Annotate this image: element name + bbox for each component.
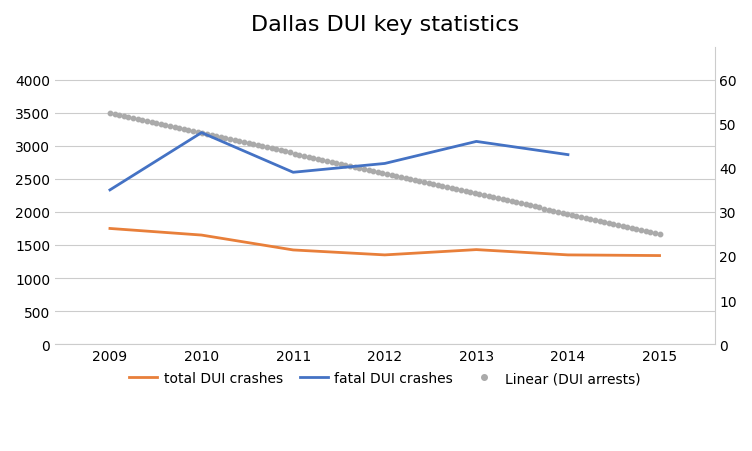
Title: Dallas DUI key statistics: Dallas DUI key statistics (250, 15, 519, 35)
Legend: total DUI crashes, fatal DUI crashes, Linear (DUI arrests): total DUI crashes, fatal DUI crashes, Li… (123, 366, 646, 391)
